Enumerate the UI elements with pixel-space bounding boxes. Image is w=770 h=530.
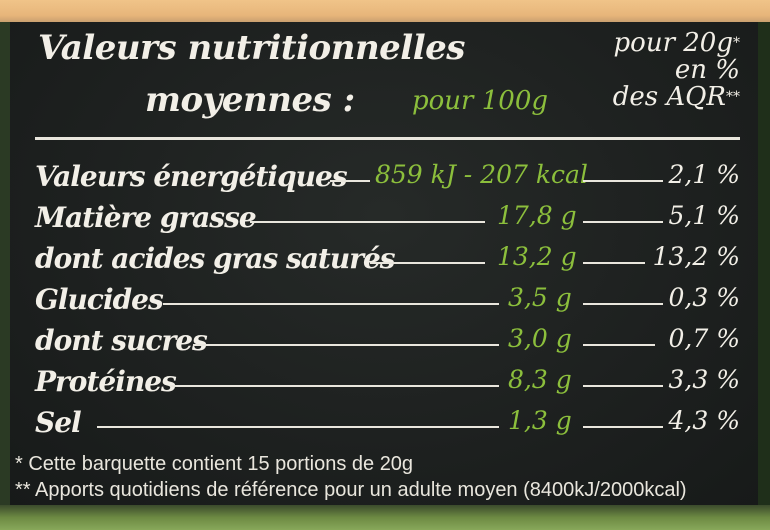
row-value-pct-20g: 4,3 % [668, 406, 740, 435]
row-value-per-100g: 859 kJ - 207 kcal [375, 160, 588, 189]
leader-line [583, 221, 663, 223]
row-value-per-100g: 3,0 g [508, 324, 572, 353]
nutrition-row-protein: Protéines 8,3 g 3,3 % [35, 365, 740, 405]
leader-line [193, 344, 499, 346]
row-label: dont sucres [35, 324, 208, 357]
leader-line [583, 344, 655, 346]
panel-title-line1: Valeurs nutritionnelles [38, 28, 465, 68]
panel-title-line2: moyennes : [145, 80, 355, 120]
leader-line [583, 262, 645, 264]
row-value-pct-20g: 0,7 % [668, 324, 740, 353]
nutrition-row-salt: Sel 1,3 g 4,3 % [35, 406, 740, 446]
row-value-pct-20g: 0,3 % [668, 283, 740, 312]
row-label: Glucides [35, 283, 164, 316]
row-value-per-100g: 13,2 g [497, 242, 577, 271]
column-header-per-20g-line3: des AQR [612, 82, 726, 112]
row-value-pct-20g: 3,3 % [668, 365, 740, 394]
asterisk-1: * [733, 35, 740, 51]
footnote-portions: * Cette barquette contient 15 portions d… [15, 453, 414, 475]
row-value-per-100g: 17,8 g [497, 201, 577, 230]
packaging-bottom-edge [0, 505, 770, 530]
leader-line [583, 385, 663, 387]
leader-line [97, 426, 499, 428]
row-value-pct-20g: 5,1 % [668, 201, 740, 230]
leader-line [330, 180, 370, 182]
footnote-reference-intake: ** Apports quotidiens de référence pour … [15, 479, 687, 501]
column-header-per-20g-line2: en % [674, 55, 740, 85]
column-header-per-20g-line1: pour 20g [613, 28, 733, 58]
leader-line [170, 385, 499, 387]
nutrition-row-saturated-fat: dont acides gras saturés 13,2 g 13,2 % [35, 242, 740, 282]
column-header-per-100g: pour 100g [412, 86, 549, 116]
leader-line [163, 303, 499, 305]
header-divider [35, 137, 740, 140]
leader-line [583, 180, 663, 182]
row-value-per-100g: 8,3 g [508, 365, 572, 394]
nutrition-row-carbohydrates: Glucides 3,5 g 0,3 % [35, 283, 740, 323]
row-label: Sel [35, 406, 82, 439]
row-label: Matière grasse [35, 201, 257, 234]
row-value-per-100g: 1,3 g [508, 406, 572, 435]
row-label: Protéines [35, 365, 177, 398]
leader-line [250, 221, 485, 223]
nutrition-row-energy: Valeurs énergétiques 859 kJ - 207 kcal 2… [35, 160, 740, 200]
column-header-per-20g: pour 20g* en % des AQR** [590, 30, 740, 111]
nutrition-row-sugars: dont sucres 3,0 g 0,7 % [35, 324, 740, 364]
asterisk-2: ** [726, 89, 740, 105]
row-label: dont acides gras saturés [35, 242, 396, 275]
row-label: Valeurs énergétiques [35, 160, 348, 193]
leader-line [370, 262, 485, 264]
leader-line [583, 426, 663, 428]
packaging-top-edge [0, 0, 770, 22]
nutrition-row-fat: Matière grasse 17,8 g 5,1 % [35, 201, 740, 241]
row-value-pct-20g: 2,1 % [668, 160, 740, 189]
row-value-per-100g: 3,5 g [508, 283, 572, 312]
row-value-pct-20g: 13,2 % [652, 242, 740, 271]
leader-line [583, 303, 663, 305]
